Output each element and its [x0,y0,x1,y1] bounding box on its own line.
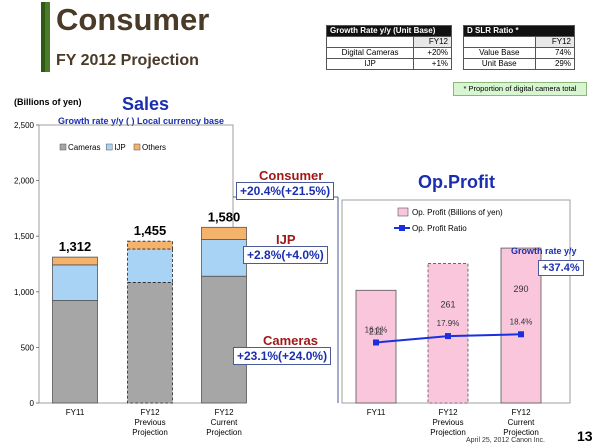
page-number: 13 [577,428,593,444]
op-growth-label: Growth rate y/y [511,246,577,256]
op-profit-bar [500,247,542,404]
op-profit-value-label: 290 [513,284,528,294]
growth-rate-table: Growth Rate y/y (Unit Base) FY12 Digital… [325,25,452,70]
sales-x-tick-label: Previous [134,418,165,427]
op-ratio-marker [445,333,451,340]
op-ratio-value-label: 16.1% [365,326,388,335]
op-profit-value-label: 211 [369,326,383,336]
op-x-tick-label: Projection [503,428,539,437]
sales-legend-label: IJP [114,143,126,152]
dslr-footnote: * Proportion of digital camera total [453,82,587,96]
dslr-row-value: 29% [534,58,576,70]
consumer-label: Consumer [259,168,324,183]
footer-date: April 25, 2012 Canon Inc. [466,437,545,444]
sales-bar-ijp [201,239,247,277]
sales-bar-cameras [201,275,247,404]
sales-y-tick-label: 0 [30,399,35,408]
sales-bar-ijp [52,264,98,301]
op-profit-value-label: 261 [440,300,455,310]
sales-chart-title: Sales [122,94,170,114]
dslr-row-label: Unit Base [463,58,536,70]
sales-legend-swatch [133,143,141,151]
ijp-label: IJP [276,232,296,247]
ijp-growth-callout: +2.8%(+4.0%) [243,246,328,264]
title-accent-bar [41,2,50,72]
sales-x-tick-label: FY12 [140,408,160,417]
op-x-tick-label: Current [508,418,535,427]
op-x-tick-label: Previous [432,418,463,427]
consumer-growth-callout: +20.4%(+21.5%) [236,182,335,200]
cameras-label: Cameras [263,333,318,348]
op-profit-bar [355,289,397,404]
op-legend-label: Op. Profit (Billions of yen) [412,208,503,217]
sales-y-tick-label: 500 [21,343,35,352]
op-legend-swatch [397,207,409,217]
growth-row-value: +1% [413,58,452,70]
sales-bar-others [52,256,98,266]
op-ratio-marker [518,331,524,338]
op-x-tick-label: FY12 [511,408,531,417]
sales-legend-label: Others [142,143,166,152]
sales-y-tick-label: 1,500 [14,232,35,241]
sales-bar-others [201,226,247,240]
sales-total-label: 1,312 [59,239,92,254]
op-profit-chart-title: Op.Profit [418,172,495,192]
sales-y-tick-label: 1,000 [14,288,35,297]
op-growth-callout: +37.4% [538,260,584,276]
op-ratio-value-label: 18.4% [510,317,533,326]
sales-y-tick-label: 2,500 [14,121,35,130]
op-x-tick-label: Projection [430,428,466,437]
sales-x-tick-label: FY12 [214,408,234,417]
op-x-tick-label: FY12 [438,408,458,417]
sales-x-tick-label: Projection [206,428,242,437]
op-ratio-value-label: 17.9% [437,319,460,328]
sales-legend-label: Cameras [68,143,100,152]
growth-row-label: IJP [325,58,415,70]
sales-y-tick-label: 2,000 [14,177,35,186]
cameras-growth-callout: +23.1%(+24.0%) [233,347,332,365]
op-legend-label: Op. Profit Ratio [412,224,467,233]
sales-total-label: 1,455 [134,223,167,238]
page-title: Consumer [56,2,210,37]
op-ratio-marker [373,339,379,346]
sales-legend-swatch [105,143,113,151]
sales-bar-cameras [52,300,98,404]
sales-x-tick-label: FY11 [66,408,85,417]
sales-bar-others [127,240,173,250]
growth-rate-note: Growth rate y/y ( ) Local currency base [58,116,225,126]
sales-legend-swatch [59,143,67,151]
sales-total-label: 1,580 [208,209,241,224]
dslr-ratio-table: D SLR Ratio * FY12 Value Base 74% Unit Ba… [463,25,576,70]
sales-bar-ijp [127,248,173,283]
title-accent-bar-dark [41,2,45,72]
sales-x-tick-label: Current [211,418,238,427]
op-x-tick-label: FY11 [367,408,386,417]
page-subtitle: FY 2012 Projection [56,52,199,69]
sales-unit-label: (Billions of yen) [14,97,82,107]
op-legend-marker [399,225,405,231]
sales-bar-cameras [127,281,173,404]
dslr-row-value: 74% [534,47,576,59]
sales-x-tick-label: Projection [132,428,168,437]
